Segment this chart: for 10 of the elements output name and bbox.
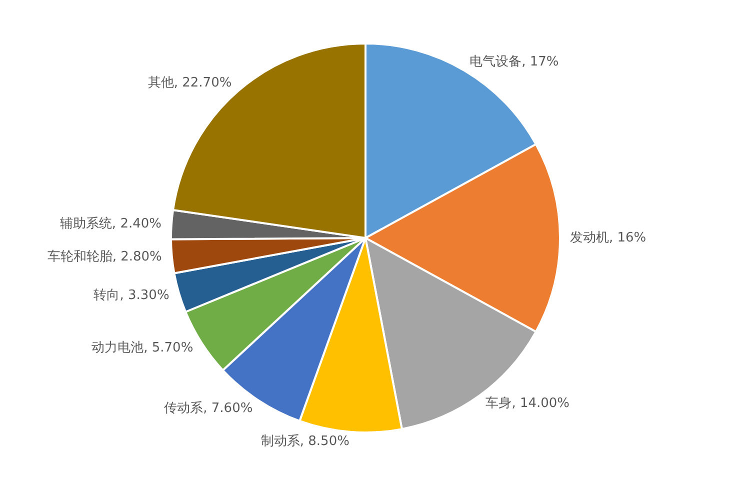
slice-label: 制动系, 8.50% — [260, 434, 350, 450]
slice-label: 车身, 14.00% — [486, 396, 570, 411]
slice-label: 其他, 22.70% — [148, 76, 232, 91]
slice-label: 辅助系统, 2.40% — [60, 216, 162, 232]
slice-label: 转向, 3.30% — [94, 288, 170, 304]
slice-label: 发动机, 16% — [570, 230, 646, 246]
slice-label: 车轮和轮胎, 2.80% — [47, 250, 162, 265]
slice-label: 电气设备, 17% — [470, 54, 559, 70]
slice-label: 传动系, 7.60% — [164, 400, 253, 416]
slice-label: 动力电池, 5.70% — [92, 340, 194, 356]
